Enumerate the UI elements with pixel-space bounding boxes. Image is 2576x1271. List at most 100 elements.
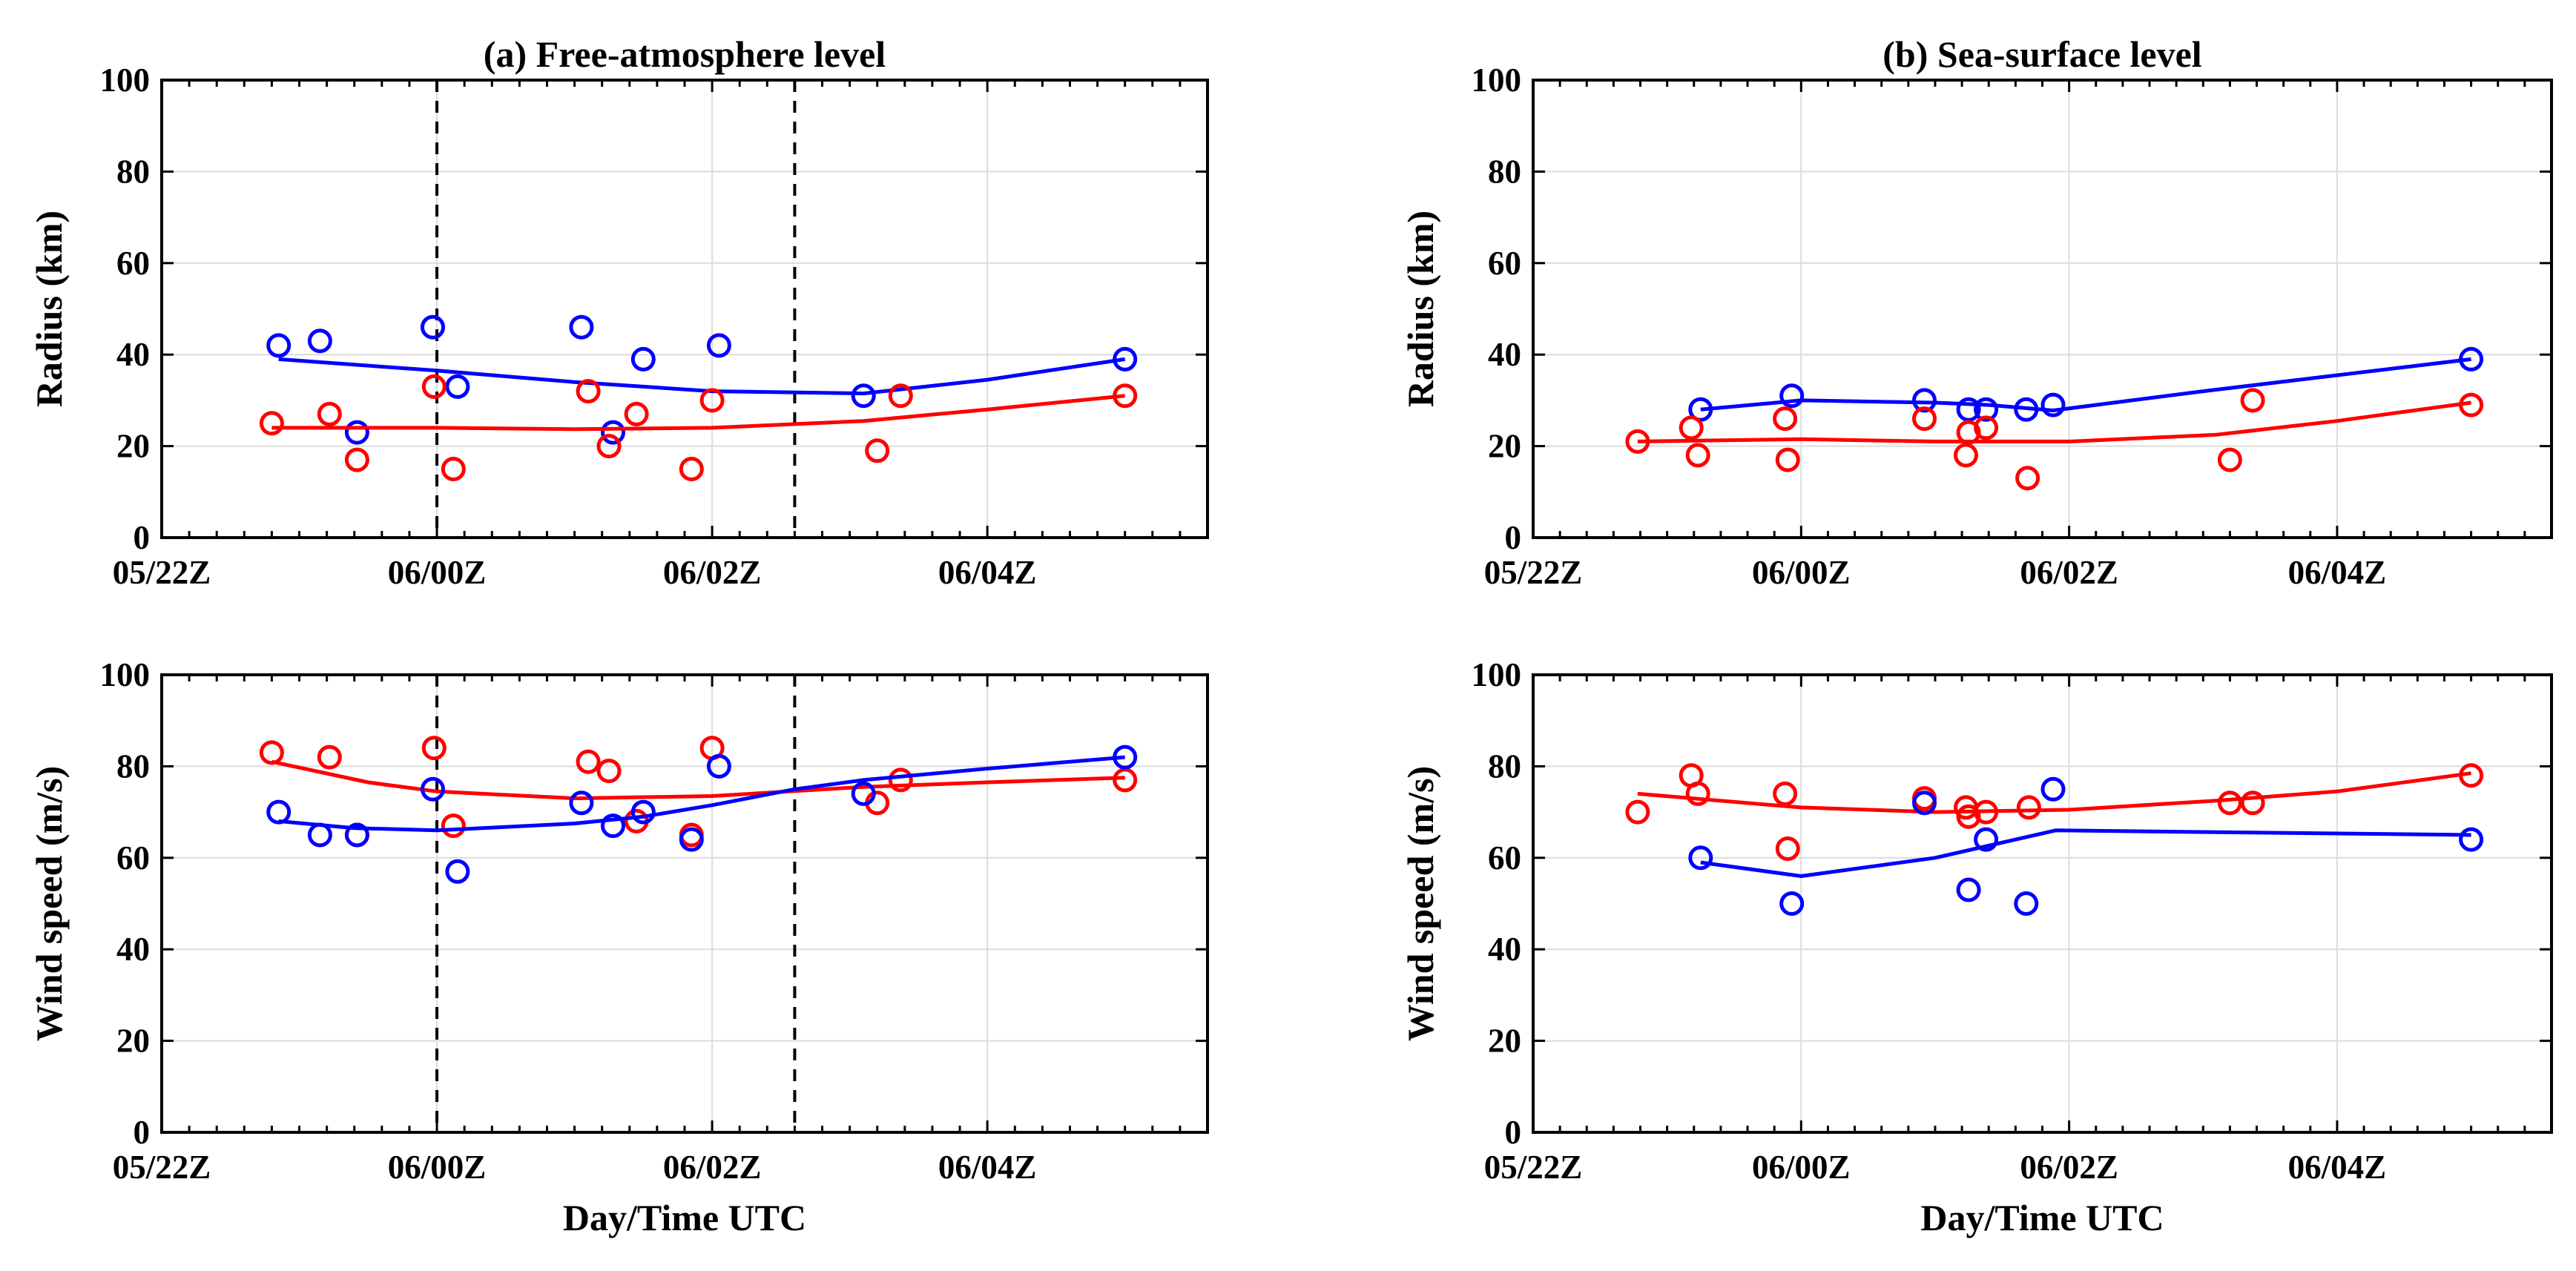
- x-tick-label: 06/00Z: [388, 554, 487, 591]
- plot-area: [1533, 80, 2552, 538]
- data-point-blue: [601, 420, 625, 445]
- plot-area: [162, 80, 1208, 538]
- data-point-blue: [2014, 891, 2039, 916]
- data-point-red: [1974, 799, 1999, 825]
- axes-frame: [1532, 673, 2553, 1134]
- data-point-blue: [421, 776, 445, 802]
- data-point-red: [1113, 383, 1138, 409]
- data-point-blue: [1779, 891, 1805, 916]
- y-tick-label: 20: [1488, 1023, 1521, 1060]
- data-point-blue: [1688, 845, 1713, 871]
- y-axis-label: Wind speed (m/s): [28, 766, 70, 1041]
- data-point-red: [1685, 443, 1710, 468]
- data-point-blue: [630, 799, 656, 825]
- data-point-blue: [2014, 397, 2039, 422]
- x-tick-label: 06/02Z: [663, 1149, 762, 1186]
- series-line-red: [1637, 771, 2471, 814]
- y-tick-label: 60: [1488, 839, 1521, 877]
- y-tick-label: 0: [134, 519, 151, 556]
- data-point-blue: [266, 333, 291, 358]
- data-point-blue: [601, 813, 625, 839]
- series-line-red: [271, 759, 1125, 801]
- panel-title: (b) Sea-surface level: [1882, 33, 2202, 75]
- data-point-red: [1912, 406, 1937, 432]
- y-tick-label: 0: [1505, 519, 1522, 556]
- data-point-red: [596, 434, 622, 459]
- data-point-blue: [445, 859, 470, 884]
- y-tick-label: 60: [116, 839, 150, 877]
- y-tick-label: 100: [100, 62, 151, 99]
- y-axis-label: Radius (km): [1400, 211, 1441, 407]
- x-tick-label: 06/02Z: [2020, 1149, 2118, 1186]
- data-point-red: [259, 740, 284, 765]
- data-point-blue: [1912, 388, 1937, 413]
- plot-area: [162, 675, 1208, 1132]
- data-point-red: [1775, 836, 1800, 861]
- data-point-blue: [1912, 790, 1937, 816]
- data-point-blue: [421, 314, 445, 340]
- data-point-red: [441, 813, 466, 839]
- data-point-blue: [706, 333, 731, 358]
- data-point-blue: [2459, 346, 2484, 372]
- data-point-red: [2217, 447, 2242, 472]
- y-tick-label: 80: [1488, 747, 1521, 785]
- data-point-red: [576, 749, 601, 774]
- data-point-red: [1625, 429, 1650, 454]
- y-tick-label: 100: [100, 656, 151, 693]
- data-point-blue: [2040, 392, 2066, 417]
- panel-a-radius: 0 20 40 60 80 100 05/22Z 06/00Z 06/02Z 06/04Z (a) …: [28, 33, 1209, 591]
- series-line-red: [271, 394, 1125, 432]
- data-point-blue: [1688, 397, 1713, 422]
- data-point-red: [2240, 388, 2265, 413]
- x-tick-label: 06/00Z: [388, 1149, 487, 1186]
- data-point-red: [317, 745, 342, 770]
- data-point-red: [1679, 415, 1704, 440]
- x-tick-label: 05/22Z: [1484, 554, 1583, 591]
- data-point-red: [2217, 790, 2242, 816]
- data-point-blue: [1113, 745, 1138, 770]
- data-point-red: [576, 379, 601, 404]
- y-tick-label: 20: [116, 428, 150, 465]
- y-tick-label: 60: [1488, 245, 1521, 282]
- series-line-blue: [278, 755, 1125, 833]
- data-point-blue: [1956, 397, 1981, 422]
- y-tick-label: 100: [1472, 62, 1522, 99]
- y-tick-label: 20: [116, 1023, 150, 1060]
- data-point-red: [888, 383, 913, 409]
- data-point-red: [2015, 466, 2040, 491]
- data-point-red: [421, 736, 447, 761]
- x-tick-label: 06/00Z: [1752, 1149, 1851, 1186]
- y-tick-label: 20: [1488, 428, 1521, 465]
- y-axis-label: Radius (km): [28, 211, 70, 407]
- panel-b-radius: 0 20 40 60 80 100 05/22Z 06/00Z 06/02Z 06/04Z (b) …: [1400, 33, 2553, 591]
- data-point-blue: [1956, 877, 1981, 902]
- y-tick-label: 100: [1472, 656, 1522, 693]
- data-point-red: [865, 438, 890, 463]
- data-point-red: [624, 401, 649, 426]
- y-tick-label: 60: [116, 245, 150, 282]
- data-point-red: [699, 388, 725, 413]
- x-tick-label: 06/02Z: [2020, 554, 2118, 591]
- data-point-blue: [1113, 346, 1138, 372]
- data-point-red: [2459, 392, 2484, 417]
- x-tick-label: 05/22Z: [113, 554, 211, 591]
- data-point-red: [259, 411, 284, 436]
- panel-a-wind-speed: 0 20 40 60 80 100 05/22Z 06/00Z 06/02Z 06/04Z Wind…: [28, 656, 1209, 1238]
- data-point-red: [1954, 443, 1978, 468]
- data-point-blue: [851, 383, 876, 409]
- data-point-red: [1956, 420, 1981, 445]
- x-tick-label: 06/04Z: [938, 1149, 1037, 1186]
- data-point-blue: [1779, 383, 1805, 409]
- data-point-red: [421, 374, 447, 399]
- x-tick-label: 05/22Z: [1484, 1149, 1583, 1186]
- data-point-red: [679, 457, 704, 481]
- y-tick-label: 40: [1488, 336, 1521, 373]
- y-axis-label: Wind speed (m/s): [1400, 766, 1441, 1041]
- data-point-red: [1956, 804, 1981, 829]
- y-tick-label: 40: [1488, 931, 1521, 968]
- data-point-red: [1685, 781, 1710, 806]
- data-point-blue: [851, 781, 876, 806]
- data-point-blue: [2459, 827, 2484, 852]
- x-axis-label: Day/Time UTC: [563, 1197, 806, 1238]
